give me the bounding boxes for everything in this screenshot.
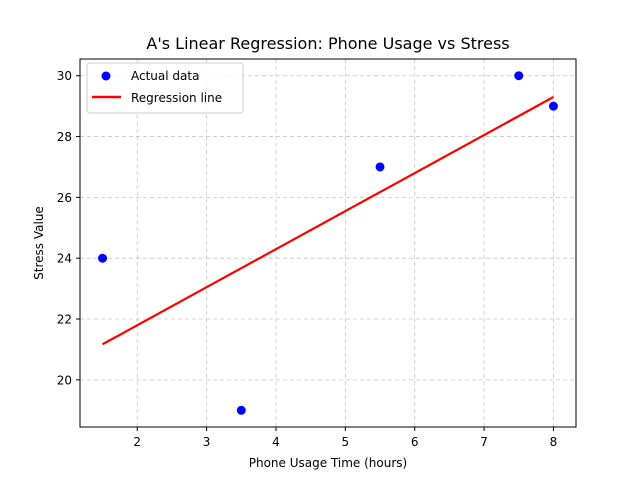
y-tick-label: 24 xyxy=(57,252,72,266)
legend-marker-actual-data xyxy=(101,71,111,81)
y-tick-label: 30 xyxy=(57,69,72,83)
chart-title: A's Linear Regression: Phone Usage vs St… xyxy=(146,34,509,53)
grid xyxy=(80,59,576,427)
y-tick-label: 26 xyxy=(57,191,72,205)
y-axis-label: Stress Value xyxy=(32,206,46,280)
data-point xyxy=(514,71,524,81)
legend-label-actual-data: Actual data xyxy=(131,69,199,83)
x-tick-label: 4 xyxy=(272,435,280,449)
data-point xyxy=(236,405,246,415)
data-point xyxy=(375,162,385,172)
legend-frame xyxy=(86,62,244,114)
x-tick-label: 6 xyxy=(411,435,419,449)
x-axis-label: Phone Usage Time (hours) xyxy=(249,456,407,470)
legend-label-regression-line: Regression line xyxy=(131,91,222,105)
y-tick-label: 20 xyxy=(57,373,72,387)
x-tick-label: 8 xyxy=(550,435,558,449)
series-layer xyxy=(98,71,558,415)
axis-ticks: 2 3 4 5 6 7 8 20 22 24 26 28 30 xyxy=(57,69,558,449)
data-point xyxy=(548,101,558,111)
legend: Actual data Regression line xyxy=(86,62,244,114)
x-tick-label: 7 xyxy=(480,435,488,449)
x-tick-label: 3 xyxy=(203,435,211,449)
plot-area xyxy=(79,58,577,428)
data-point xyxy=(98,253,108,263)
y-tick-label: 28 xyxy=(57,130,72,144)
y-tick-label: 22 xyxy=(57,313,72,327)
x-tick-label: 5 xyxy=(342,435,350,449)
regression-line xyxy=(102,96,554,346)
x-tick-label: 2 xyxy=(133,435,141,449)
